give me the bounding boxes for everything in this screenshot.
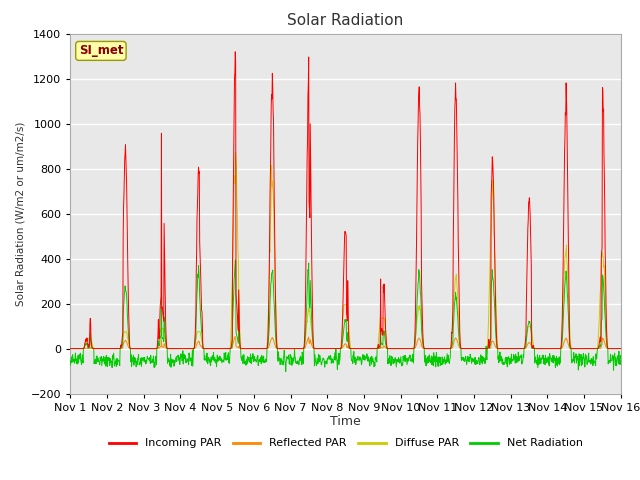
Title: Solar Radiation: Solar Radiation — [287, 13, 404, 28]
Text: SI_met: SI_met — [79, 44, 123, 58]
X-axis label: Time: Time — [330, 415, 361, 429]
Y-axis label: Solar Radiation (W/m2 or um/m2/s): Solar Radiation (W/m2 or um/m2/s) — [15, 121, 26, 306]
Legend: Incoming PAR, Reflected PAR, Diffuse PAR, Net Radiation: Incoming PAR, Reflected PAR, Diffuse PAR… — [104, 434, 587, 453]
